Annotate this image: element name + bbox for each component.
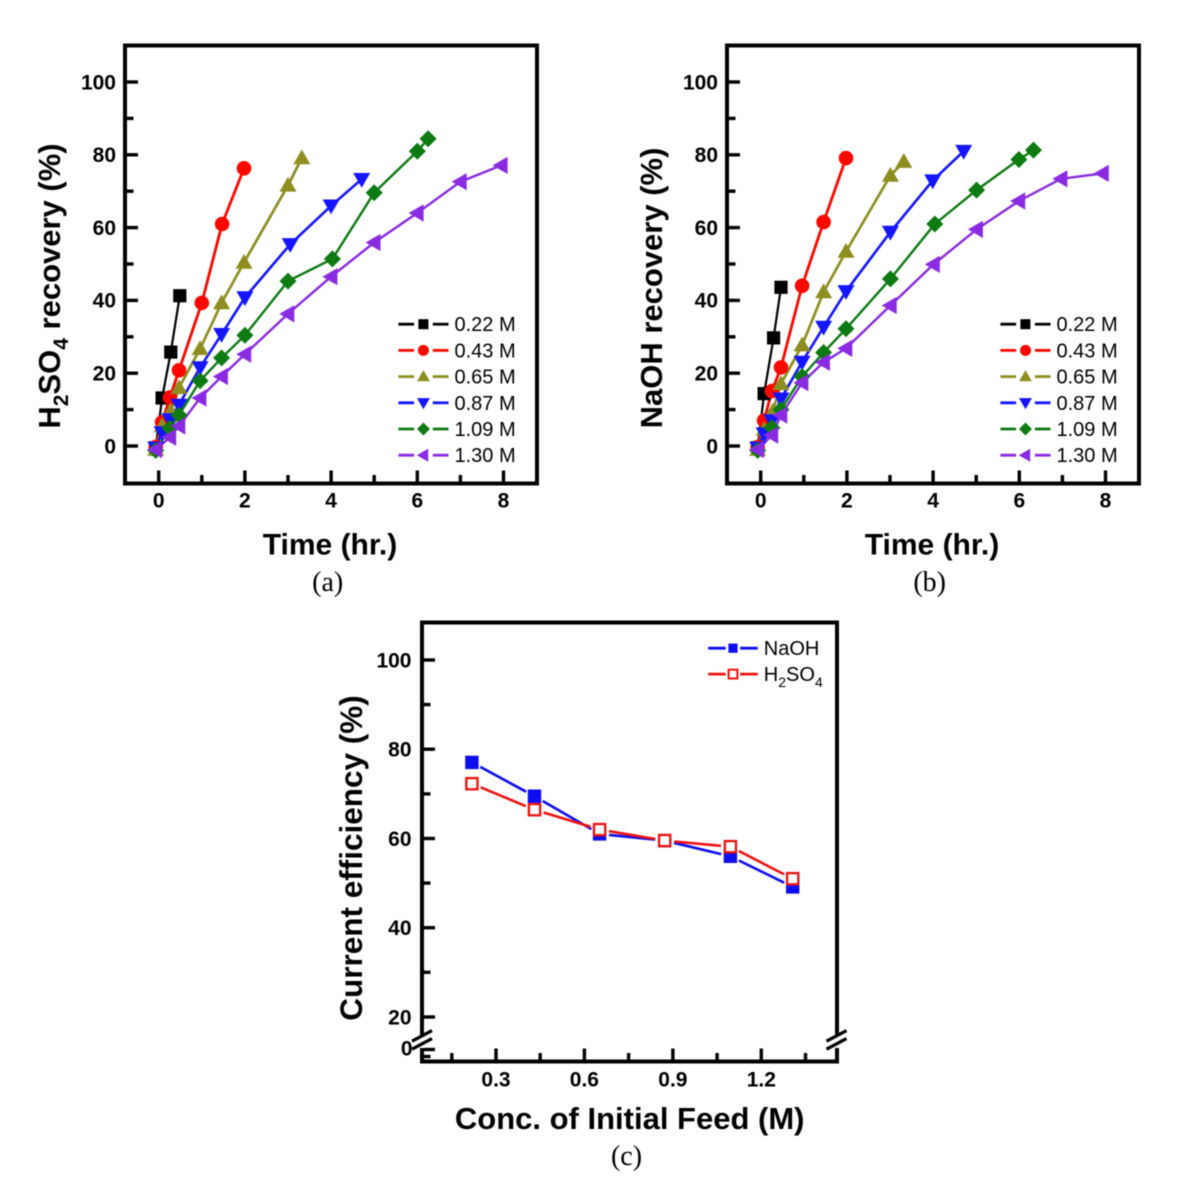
svg-text:2: 2 bbox=[841, 490, 853, 513]
svg-text:4: 4 bbox=[927, 490, 939, 513]
svg-text:NaOH: NaOH bbox=[764, 638, 820, 660]
svg-text:80: 80 bbox=[388, 739, 411, 762]
svg-text:60: 60 bbox=[93, 217, 116, 240]
svg-text:(c): (c) bbox=[611, 1141, 642, 1172]
svg-text:8: 8 bbox=[498, 490, 510, 513]
svg-text:H2SO4 recovery (%): H2SO4 recovery (%) bbox=[32, 143, 73, 428]
svg-text:60: 60 bbox=[388, 828, 411, 851]
svg-text:0.22 M: 0.22 M bbox=[455, 314, 516, 336]
svg-text:1.09 M: 1.09 M bbox=[1057, 419, 1118, 441]
svg-text:0.6: 0.6 bbox=[570, 1069, 599, 1092]
svg-text:100: 100 bbox=[683, 71, 718, 94]
svg-text:Time (hr.): Time (hr.) bbox=[263, 529, 397, 562]
svg-text:H2SO4: H2SO4 bbox=[764, 664, 823, 690]
svg-text:60: 60 bbox=[695, 217, 718, 240]
svg-text:1.2: 1.2 bbox=[747, 1069, 776, 1092]
svg-text:40: 40 bbox=[93, 290, 116, 313]
svg-text:0.22 M: 0.22 M bbox=[1057, 314, 1118, 336]
svg-text:0.9: 0.9 bbox=[658, 1069, 687, 1092]
svg-text:80: 80 bbox=[695, 144, 718, 167]
svg-text:0.65 M: 0.65 M bbox=[1057, 367, 1118, 389]
svg-text:(b): (b) bbox=[913, 567, 946, 598]
svg-text:6: 6 bbox=[1013, 490, 1025, 513]
svg-text:0.43 M: 0.43 M bbox=[1057, 340, 1118, 362]
svg-text:0: 0 bbox=[104, 435, 116, 458]
svg-text:Conc. of Initial Feed (M): Conc. of Initial Feed (M) bbox=[455, 1101, 805, 1136]
svg-text:20: 20 bbox=[93, 363, 116, 386]
svg-text:80: 80 bbox=[93, 144, 116, 167]
svg-text:Time (hr.): Time (hr.) bbox=[865, 529, 999, 562]
svg-text:1.30 M: 1.30 M bbox=[1057, 445, 1118, 467]
svg-text:100: 100 bbox=[376, 649, 411, 672]
svg-text:0: 0 bbox=[153, 490, 165, 513]
svg-text:0.3: 0.3 bbox=[481, 1069, 510, 1092]
svg-text:(a): (a) bbox=[312, 567, 343, 598]
svg-text:0.87 M: 0.87 M bbox=[455, 393, 516, 415]
svg-text:100: 100 bbox=[81, 71, 116, 94]
svg-text:8: 8 bbox=[1100, 490, 1112, 513]
svg-text:4: 4 bbox=[325, 490, 337, 513]
svg-text:6: 6 bbox=[411, 490, 423, 513]
svg-text:1.09 M: 1.09 M bbox=[455, 419, 516, 441]
svg-text:40: 40 bbox=[695, 290, 718, 313]
svg-text:0: 0 bbox=[401, 1038, 413, 1061]
svg-text:0.43 M: 0.43 M bbox=[455, 340, 516, 362]
svg-text:0: 0 bbox=[755, 490, 767, 513]
svg-text:20: 20 bbox=[388, 1006, 411, 1029]
svg-text:0.87 M: 0.87 M bbox=[1057, 393, 1118, 415]
svg-text:20: 20 bbox=[695, 363, 718, 386]
svg-text:40: 40 bbox=[388, 917, 411, 940]
svg-text:2: 2 bbox=[239, 490, 251, 513]
svg-text:0.65 M: 0.65 M bbox=[455, 367, 516, 389]
svg-text:0: 0 bbox=[706, 435, 718, 458]
svg-text:1.30 M: 1.30 M bbox=[455, 445, 516, 467]
svg-text:NaOH recovery (%): NaOH recovery (%) bbox=[634, 148, 669, 429]
svg-text:Current efficiency (%): Current efficiency (%) bbox=[333, 695, 369, 1021]
